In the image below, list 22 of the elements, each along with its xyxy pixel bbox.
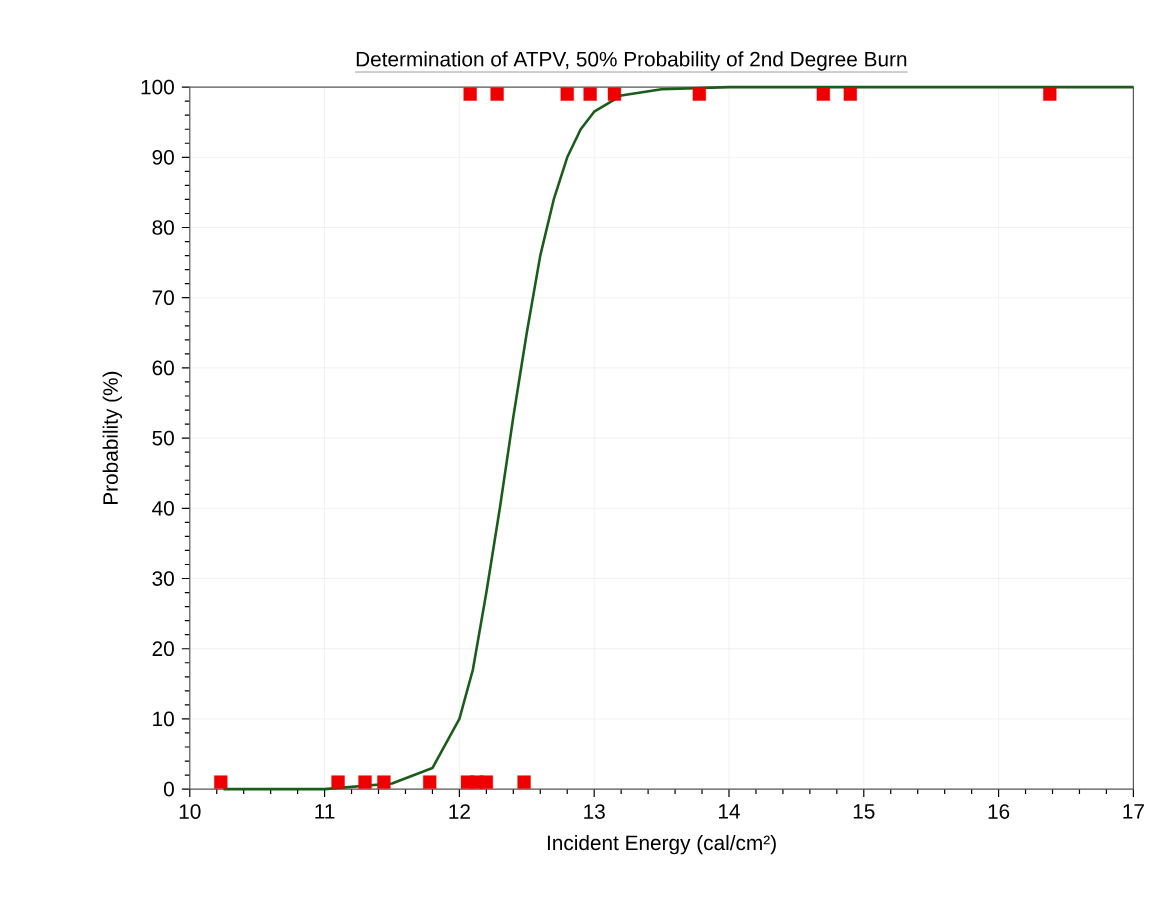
y-tick-label: 0 (163, 781, 174, 797)
y-tick-label: 60 (152, 360, 174, 376)
chart-title: Determination of ATPV, 50% Probability of 2nd Degree Burn (356, 51, 907, 71)
x-tick-label: 17 (1123, 804, 1144, 819)
y-tick-label: 90 (152, 149, 174, 165)
y-tick-label: 40 (152, 500, 174, 516)
y-tick-label: 30 (152, 571, 174, 586)
y-tick-label: 20 (152, 641, 174, 657)
y-tick-label: 70 (152, 290, 174, 306)
x-tick-label: 16 (988, 804, 1010, 819)
y-tick-label: 10 (153, 711, 174, 727)
x-tick-label: 14 (719, 804, 740, 819)
x-tick-label: 13 (584, 804, 605, 819)
y-tick-label: 50 (152, 430, 174, 446)
y-tick-label: 80 (152, 220, 174, 235)
x-tick-label: 12 (449, 804, 470, 819)
y-tick-label: 100 (141, 79, 174, 95)
y-axis-title: Probability (%) (102, 371, 123, 504)
x-axis-title: Incident Energy (cal/cm²) (547, 834, 776, 855)
x-tick-label: 11 (315, 804, 335, 819)
x-tick-label: 10 (179, 804, 201, 819)
x-tick-label: 15 (853, 804, 875, 819)
